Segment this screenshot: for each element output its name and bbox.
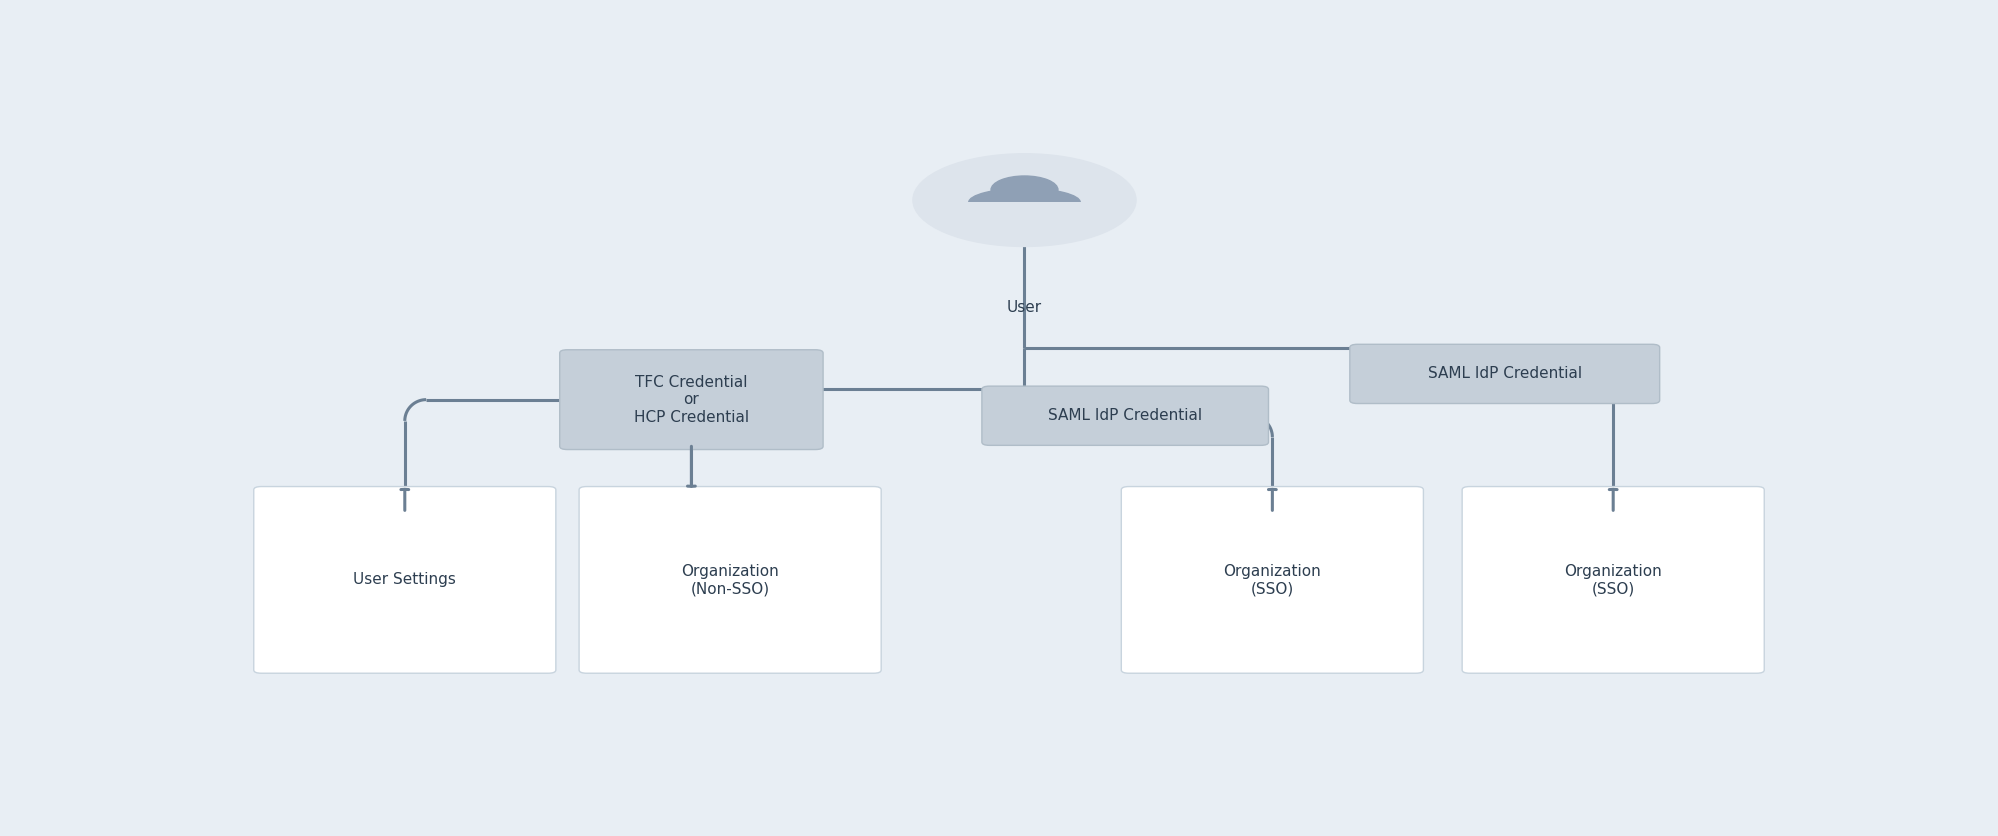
- FancyBboxPatch shape: [559, 349, 823, 450]
- Text: Organization
(SSO): Organization (SSO): [1223, 563, 1321, 596]
- FancyBboxPatch shape: [1461, 487, 1764, 673]
- Bar: [953, 202, 1095, 222]
- FancyBboxPatch shape: [1121, 487, 1423, 673]
- Text: User Settings: User Settings: [354, 573, 456, 588]
- Text: Organization
(Non-SSO): Organization (Non-SSO): [681, 563, 779, 596]
- Circle shape: [913, 154, 1135, 247]
- Circle shape: [991, 176, 1057, 204]
- Text: User: User: [1007, 300, 1041, 315]
- Ellipse shape: [969, 188, 1079, 217]
- FancyBboxPatch shape: [254, 487, 555, 673]
- Text: Organization
(SSO): Organization (SSO): [1564, 563, 1660, 596]
- Text: SAML IdP Credential: SAML IdP Credential: [1047, 408, 1201, 423]
- FancyBboxPatch shape: [1349, 344, 1658, 404]
- Text: SAML IdP Credential: SAML IdP Credential: [1427, 366, 1580, 381]
- Text: TFC Credential
or
HCP Credential: TFC Credential or HCP Credential: [633, 375, 749, 425]
- FancyBboxPatch shape: [981, 386, 1269, 446]
- FancyBboxPatch shape: [579, 487, 881, 673]
